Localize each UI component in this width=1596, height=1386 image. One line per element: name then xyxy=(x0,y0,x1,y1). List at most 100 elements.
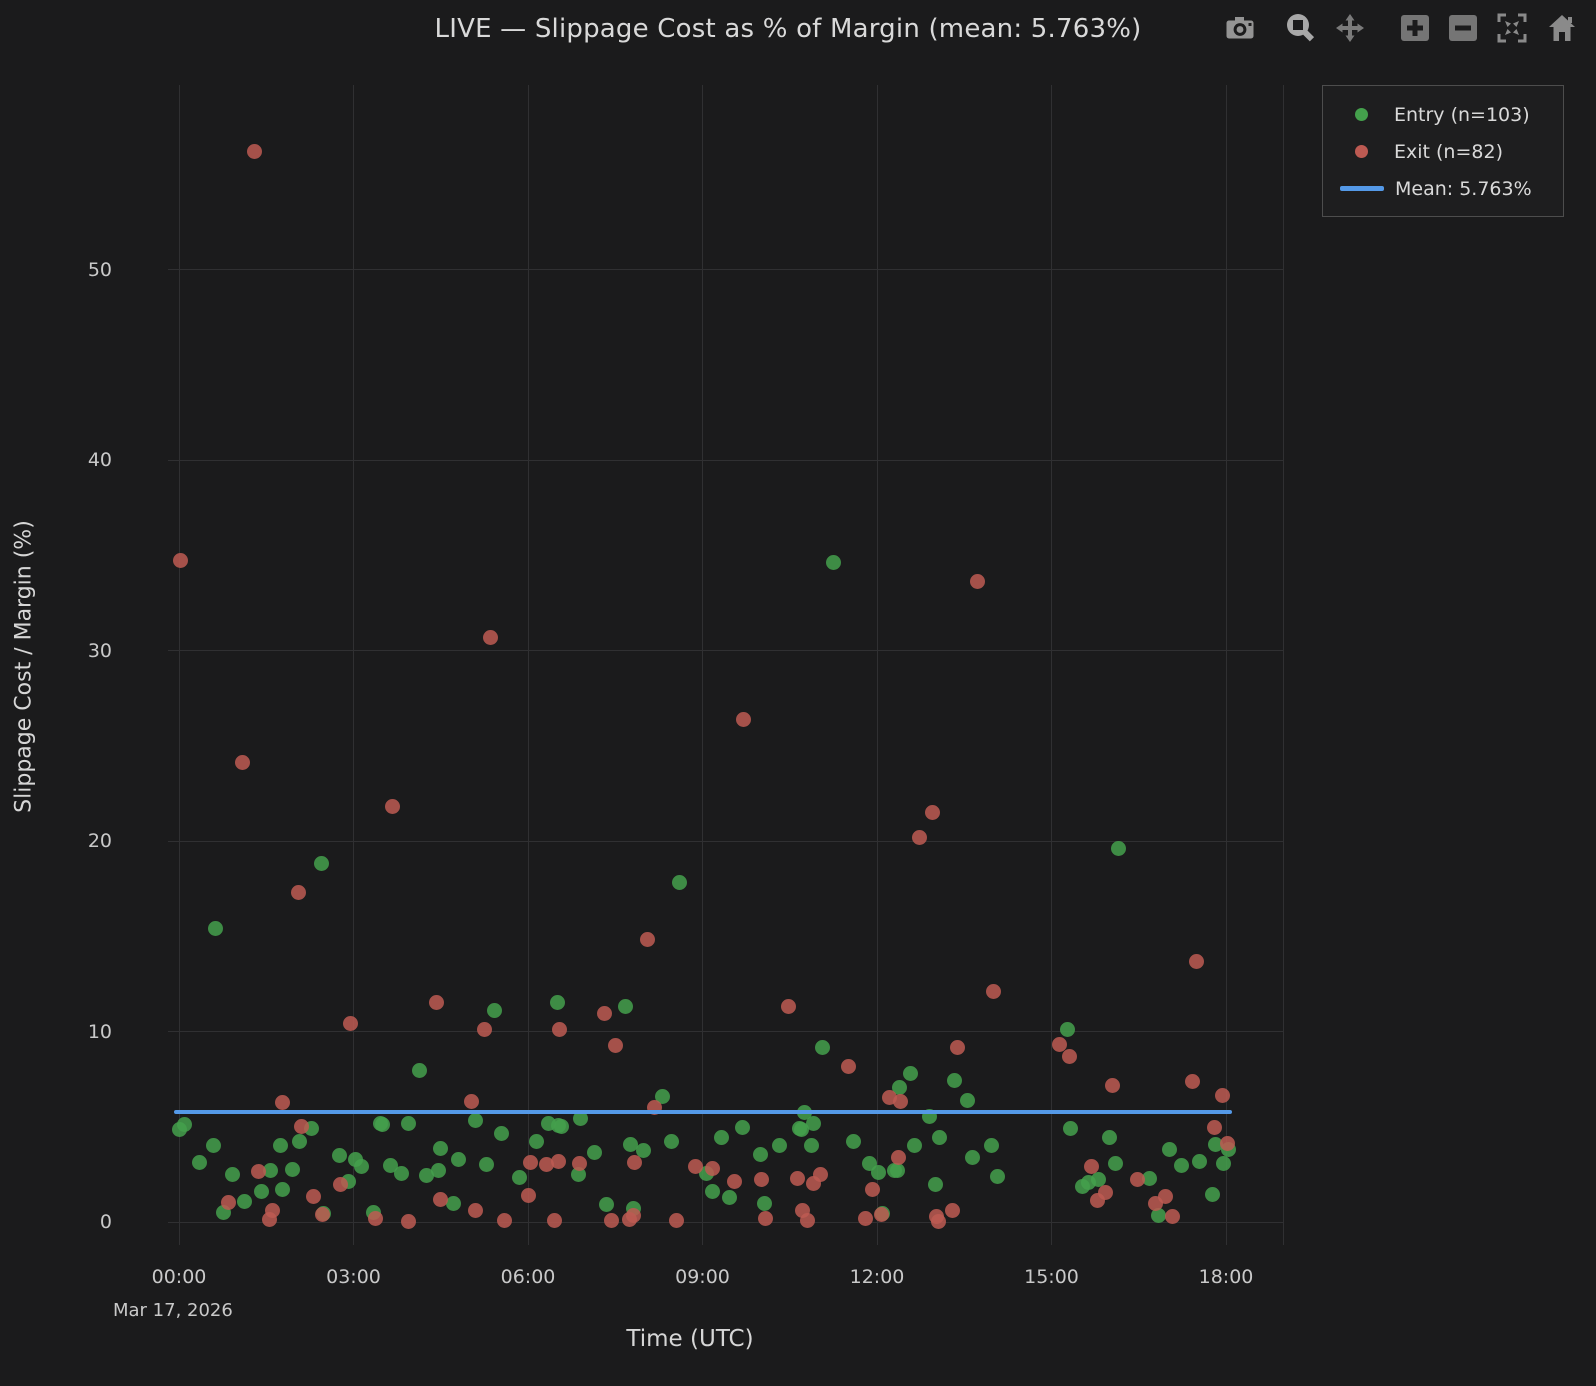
scatter-point-entry[interactable] xyxy=(845,1133,861,1149)
scatter-point-exit[interactable] xyxy=(969,574,985,590)
scatter-point-entry[interactable] xyxy=(671,875,687,891)
scatter-point-exit[interactable] xyxy=(464,1094,480,1110)
home-icon[interactable] xyxy=(1545,11,1579,45)
scatter-point-entry[interactable] xyxy=(262,1163,278,1179)
camera-icon[interactable] xyxy=(1223,11,1257,45)
scatter-point-entry[interactable] xyxy=(804,1138,820,1154)
scatter-point-entry[interactable] xyxy=(793,1122,809,1138)
scatter-point-exit[interactable] xyxy=(433,1191,449,1207)
scatter-point-exit[interactable] xyxy=(754,1171,770,1187)
scatter-point-entry[interactable] xyxy=(753,1146,769,1162)
scatter-point-exit[interactable] xyxy=(931,1214,947,1230)
scatter-point-entry[interactable] xyxy=(599,1196,615,1212)
scatter-point-entry[interactable] xyxy=(1102,1129,1118,1145)
scatter-point-entry[interactable] xyxy=(756,1195,772,1211)
autoscale-icon[interactable] xyxy=(1495,11,1529,45)
scatter-point-exit[interactable] xyxy=(538,1156,554,1172)
scatter-point-entry[interactable] xyxy=(1191,1153,1207,1169)
scatter-point-exit[interactable] xyxy=(985,983,1001,999)
scatter-point-entry[interactable] xyxy=(450,1151,466,1167)
scatter-point-entry[interactable] xyxy=(886,1163,902,1179)
scatter-point-entry[interactable] xyxy=(635,1143,651,1159)
scatter-point-exit[interactable] xyxy=(172,553,188,569)
scatter-point-exit[interactable] xyxy=(1164,1209,1180,1225)
scatter-point-exit[interactable] xyxy=(429,995,445,1011)
scatter-point-entry[interactable] xyxy=(663,1134,679,1150)
scatter-point-entry[interactable] xyxy=(549,995,565,1011)
scatter-point-exit[interactable] xyxy=(234,755,250,771)
scatter-point-exit[interactable] xyxy=(874,1207,890,1223)
scatter-point-exit[interactable] xyxy=(1051,1036,1067,1052)
scatter-point-entry[interactable] xyxy=(382,1157,398,1173)
scatter-point-entry[interactable] xyxy=(734,1120,750,1136)
scatter-point-exit[interactable] xyxy=(949,1040,965,1056)
zoom-in-icon[interactable] xyxy=(1398,11,1432,45)
scatter-point-exit[interactable] xyxy=(892,1093,908,1109)
scatter-point-entry[interactable] xyxy=(906,1138,922,1154)
scatter-point-exit[interactable] xyxy=(550,1154,566,1170)
scatter-point-exit[interactable] xyxy=(805,1175,821,1191)
scatter-point-entry[interactable] xyxy=(722,1189,738,1205)
scatter-point-entry[interactable] xyxy=(207,921,223,937)
scatter-point-exit[interactable] xyxy=(790,1171,806,1187)
scatter-point-entry[interactable] xyxy=(871,1165,887,1181)
scatter-point-entry[interactable] xyxy=(771,1138,787,1154)
scatter-point-entry[interactable] xyxy=(1162,1142,1178,1158)
scatter-point-entry[interactable] xyxy=(191,1155,207,1171)
legend-item-entry[interactable]: Entry (n=103) xyxy=(1323,96,1563,133)
scatter-point-entry[interactable] xyxy=(332,1147,348,1163)
scatter-point-exit[interactable] xyxy=(522,1155,538,1171)
scatter-point-exit[interactable] xyxy=(333,1176,349,1192)
scatter-point-entry[interactable] xyxy=(705,1184,721,1200)
scatter-point-exit[interactable] xyxy=(314,1206,330,1222)
scatter-point-exit[interactable] xyxy=(1129,1171,1145,1187)
scatter-point-exit[interactable] xyxy=(688,1159,704,1175)
scatter-point-entry[interactable] xyxy=(1110,841,1126,857)
scatter-point-entry[interactable] xyxy=(291,1134,307,1150)
scatter-point-exit[interactable] xyxy=(639,931,655,947)
scatter-point-exit[interactable] xyxy=(262,1211,278,1227)
scatter-point-exit[interactable] xyxy=(1148,1195,1164,1211)
scatter-point-exit[interactable] xyxy=(704,1160,720,1176)
scatter-point-exit[interactable] xyxy=(857,1210,873,1226)
scatter-point-exit[interactable] xyxy=(757,1210,773,1226)
scatter-point-entry[interactable] xyxy=(479,1156,495,1172)
scatter-point-exit[interactable] xyxy=(1185,1073,1201,1089)
scatter-point-entry[interactable] xyxy=(946,1072,962,1088)
scatter-point-entry[interactable] xyxy=(237,1193,253,1209)
scatter-point-exit[interactable] xyxy=(597,1006,613,1022)
scatter-point-entry[interactable] xyxy=(432,1140,448,1156)
scatter-point-entry[interactable] xyxy=(1107,1155,1123,1171)
scatter-point-entry[interactable] xyxy=(654,1088,670,1104)
scatter-point-entry[interactable] xyxy=(1074,1179,1090,1195)
scatter-point-exit[interactable] xyxy=(482,629,498,645)
scatter-point-exit[interactable] xyxy=(547,1213,563,1229)
scatter-point-entry[interactable] xyxy=(375,1117,391,1133)
scatter-point-exit[interactable] xyxy=(924,804,940,820)
scatter-point-exit[interactable] xyxy=(247,143,263,159)
scatter-point-entry[interactable] xyxy=(411,1063,427,1079)
scatter-point-exit[interactable] xyxy=(520,1188,536,1204)
scatter-point-exit[interactable] xyxy=(1084,1159,1100,1175)
scatter-point-entry[interactable] xyxy=(446,1195,462,1211)
scatter-point-exit[interactable] xyxy=(944,1203,960,1219)
scatter-point-exit[interactable] xyxy=(275,1095,291,1111)
scatter-point-entry[interactable] xyxy=(400,1116,416,1132)
scatter-point-exit[interactable] xyxy=(468,1203,484,1219)
scatter-point-exit[interactable] xyxy=(608,1037,624,1053)
pan-icon[interactable] xyxy=(1333,11,1367,45)
scatter-point-entry[interactable] xyxy=(1208,1136,1224,1152)
scatter-point-entry[interactable] xyxy=(314,856,329,872)
scatter-point-entry[interactable] xyxy=(1060,1021,1076,1037)
scatter-point-exit[interactable] xyxy=(1206,1119,1222,1135)
scatter-point-entry[interactable] xyxy=(419,1168,435,1184)
scatter-point-exit[interactable] xyxy=(1089,1192,1105,1208)
scatter-point-entry[interactable] xyxy=(617,999,633,1015)
zoom-out-icon[interactable] xyxy=(1446,11,1480,45)
scatter-point-entry[interactable] xyxy=(714,1129,730,1145)
scatter-point-entry[interactable] xyxy=(932,1130,948,1146)
scatter-point-exit[interactable] xyxy=(799,1213,815,1229)
scatter-point-exit[interactable] xyxy=(621,1211,637,1227)
scatter-point-entry[interactable] xyxy=(486,1003,502,1019)
legend-item-mean[interactable]: Mean: 5.763% xyxy=(1323,170,1563,207)
